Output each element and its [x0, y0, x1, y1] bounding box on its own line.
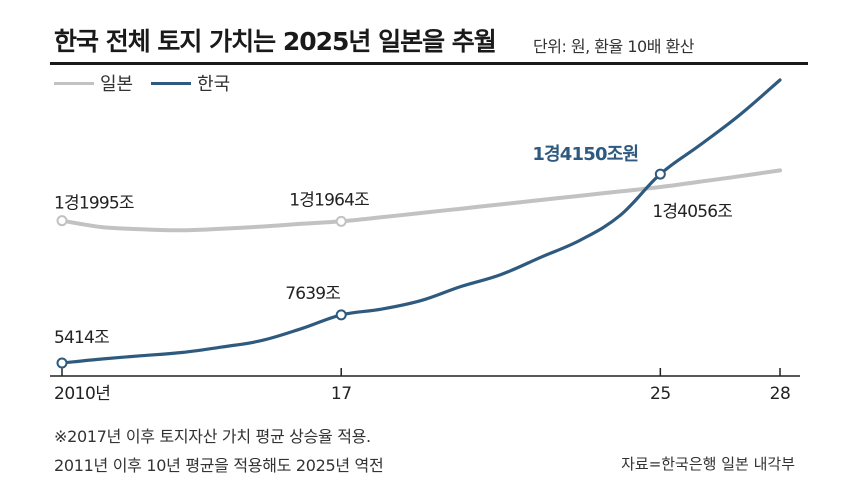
data-label: 5414조	[54, 328, 109, 348]
legend-item-japan: 일본	[54, 70, 133, 96]
data-point-marker	[335, 215, 347, 227]
source-note: 자료=한국은행 일본 내각부	[621, 455, 795, 473]
x-tick-label: 17	[331, 384, 352, 404]
footnote-line-2: 2011년 이후 10년 평균을 적용해도 2025년 역전	[54, 456, 384, 475]
data-label: 7639조	[285, 284, 340, 304]
legend-label-japan: 일본	[100, 74, 134, 95]
chart-title: 한국 전체 토지 가치는 2025년 일본을 추월	[54, 27, 497, 56]
data-label: 1경4150조원	[532, 144, 638, 165]
title-rule	[50, 62, 808, 65]
legend: 일본 한국	[54, 70, 242, 96]
chart-subtitle: 단위: 원, 환율 10배 환산	[533, 37, 694, 56]
data-label: 1경1995조	[54, 194, 134, 214]
x-tick-label: 28	[770, 384, 791, 404]
data-label: 1경4056조	[652, 202, 732, 222]
data-point-marker	[654, 168, 666, 180]
data-point-marker	[56, 357, 68, 369]
series-line-japan	[60, 168, 782, 233]
legend-swatch-korea	[151, 81, 192, 85]
footnote-line-1: ※2017년 이후 토지자산 가치 평균 상승율 적용.	[54, 427, 371, 446]
data-point-marker	[335, 309, 347, 321]
x-tick-label: 25	[650, 384, 671, 404]
legend-label-korea: 한국	[197, 74, 231, 95]
x-tick-label: 2010년	[54, 384, 110, 404]
data-point-marker	[56, 215, 68, 227]
legend-swatch-japan	[54, 81, 94, 85]
data-label: 1경1964조	[289, 190, 369, 210]
legend-item-korea: 한국	[151, 70, 230, 96]
